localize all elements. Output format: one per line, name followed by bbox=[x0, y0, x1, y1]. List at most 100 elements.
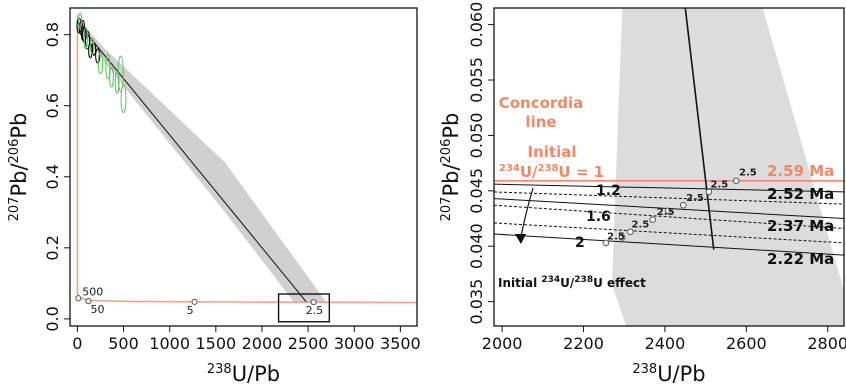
y-tick-label: 0.0 bbox=[43, 306, 62, 331]
ratio-label-1-2: 1.2 bbox=[596, 183, 621, 199]
ratio-label-1-6: 1.6 bbox=[586, 209, 611, 225]
concordia-polyline bbox=[76, 15, 418, 304]
envelope-shape bbox=[77, 18, 327, 303]
left-chart: 500 50 5 2.5 0 500 1000 1500 2000 2500 3000 3500 0… bbox=[7, 7, 421, 386]
concordia-label-line1: Concordia bbox=[499, 94, 584, 112]
age-marker-label: 2.5 bbox=[711, 179, 729, 190]
data-ellipse bbox=[90, 37, 95, 55]
isochron-solid-line bbox=[493, 233, 845, 256]
r-ylabel-pb-2: Pb bbox=[439, 113, 463, 139]
y-tick-label: 0.4 bbox=[43, 164, 62, 189]
right-regression-line bbox=[684, 7, 715, 250]
age-marker bbox=[732, 177, 740, 185]
right-y-ticks: 0.035 0.040 0.045 0.050 0.055 0.060 bbox=[467, 2, 494, 325]
zoom-rectangle bbox=[277, 293, 331, 323]
age-marker bbox=[649, 216, 657, 223]
left-y-axis-label: 207Pb/206Pb bbox=[7, 113, 31, 222]
concordia-marker-label: 500 bbox=[82, 285, 103, 298]
y-tick-label: 0.2 bbox=[43, 235, 62, 260]
data-ellipse bbox=[78, 12, 83, 29]
data-ellipse bbox=[95, 48, 101, 64]
concordia-marker-label: 50 bbox=[90, 303, 104, 316]
effect-arrow-head bbox=[515, 234, 526, 244]
age-marker-label: 2.5 bbox=[657, 207, 675, 218]
left-data-ellipses bbox=[76, 12, 127, 114]
right-markers: 2.5 2.5 2.5 2.5 2.5 2.5 bbox=[602, 167, 757, 247]
initial-label: Initial bbox=[528, 143, 577, 161]
y-tick-label: 0.045 bbox=[467, 168, 486, 214]
y-tick-label: 0.6 bbox=[43, 93, 62, 118]
age-marker bbox=[618, 234, 626, 241]
r-ylabel-pb-1: Pb/ bbox=[439, 163, 463, 197]
concordia-marker-label: 2.5 bbox=[306, 304, 324, 317]
age-marker bbox=[627, 228, 634, 236]
right-uncertainty-band bbox=[612, 8, 844, 326]
concordia-marker bbox=[191, 298, 198, 305]
age-label-2-52: 2.52 Ma bbox=[767, 185, 834, 203]
concordia-marker bbox=[310, 299, 317, 306]
right-x-ticks: 2000 2200 2400 2600 2800 bbox=[482, 326, 846, 353]
isochron-dashed-line bbox=[493, 222, 845, 244]
y-tick-label: 0.8 bbox=[43, 22, 62, 47]
y-tick-label: 0.050 bbox=[467, 113, 486, 159]
concordia-marker bbox=[75, 295, 82, 302]
x-tick-label: 2600 bbox=[726, 334, 767, 353]
x-tick-label: 2500 bbox=[288, 334, 329, 353]
age-marker-label: 2.5 bbox=[739, 167, 757, 178]
ratio-label-2: 2 bbox=[575, 235, 585, 251]
age-label-2-22: 2.22 Ma bbox=[767, 250, 834, 268]
age-marker bbox=[602, 239, 610, 247]
age-marker-label: 2.5 bbox=[632, 219, 650, 230]
left-concordia-curve bbox=[76, 15, 418, 304]
x-tick-label: 2400 bbox=[645, 334, 686, 353]
band-shape bbox=[612, 8, 844, 326]
x-tick-label: 2200 bbox=[563, 334, 604, 353]
left-concordia-markers: 500 50 5 2.5 bbox=[75, 285, 324, 317]
data-ellipse bbox=[109, 66, 114, 88]
effect-arrow bbox=[520, 187, 534, 237]
x-tick-label: 3500 bbox=[380, 334, 421, 353]
isochron-dashed-line bbox=[493, 204, 845, 229]
left-plot-frame bbox=[69, 7, 418, 327]
concordia-label-line2: line bbox=[525, 113, 556, 131]
zoom-box bbox=[277, 293, 331, 323]
data-ellipse bbox=[120, 83, 127, 114]
x-tick-label: 2000 bbox=[482, 334, 523, 353]
age-label-2-37: 2.37 Ma bbox=[767, 217, 834, 235]
left-x-ticks: 0 500 1000 1500 2000 2500 3000 3500 bbox=[72, 326, 421, 353]
left-y-ticks: 0.0 0.2 0.4 0.6 0.8 bbox=[43, 22, 70, 332]
ylabel-pb-1: Pb/ bbox=[7, 163, 31, 197]
data-ellipse bbox=[105, 53, 111, 80]
y-tick-label: 0.035 bbox=[467, 279, 486, 325]
x-tick-label: 500 bbox=[108, 334, 139, 353]
age-marker-label: 2.5 bbox=[686, 193, 704, 204]
x-tick-label: 1500 bbox=[195, 334, 236, 353]
right-isochron-lines bbox=[493, 183, 845, 256]
isochron-dashed-line bbox=[493, 191, 845, 205]
left-regression-envelope bbox=[77, 18, 327, 303]
isochron-solid-line bbox=[493, 183, 845, 193]
data-ellipse bbox=[97, 51, 104, 75]
ylabel-pb-2: Pb bbox=[7, 113, 31, 139]
y-tick-label: 0.040 bbox=[467, 223, 486, 269]
effect-label: Initial 234U/238U effect bbox=[498, 275, 646, 290]
data-ellipse bbox=[83, 27, 88, 50]
right-y-axis-label: 207Pb/206Pb bbox=[439, 113, 463, 222]
data-ellipse bbox=[117, 55, 124, 92]
right-plot-frame bbox=[493, 7, 845, 327]
age-marker bbox=[679, 201, 687, 209]
age-marker bbox=[664, 207, 672, 215]
x-tick-label: 2800 bbox=[807, 334, 846, 353]
concordia-marker bbox=[85, 298, 92, 305]
initial-ratio-label: 234U/238U = 1 bbox=[499, 163, 604, 181]
age-label-2-59: 2.59 Ma bbox=[767, 162, 834, 180]
x-tick-label: 0 bbox=[72, 334, 82, 353]
x-tick-label: 3000 bbox=[334, 334, 375, 353]
x-tick-label: 2000 bbox=[242, 334, 283, 353]
y-tick-label: 0.060 bbox=[467, 2, 486, 48]
data-ellipse bbox=[85, 30, 91, 50]
x-tick-label: 1000 bbox=[149, 334, 190, 353]
